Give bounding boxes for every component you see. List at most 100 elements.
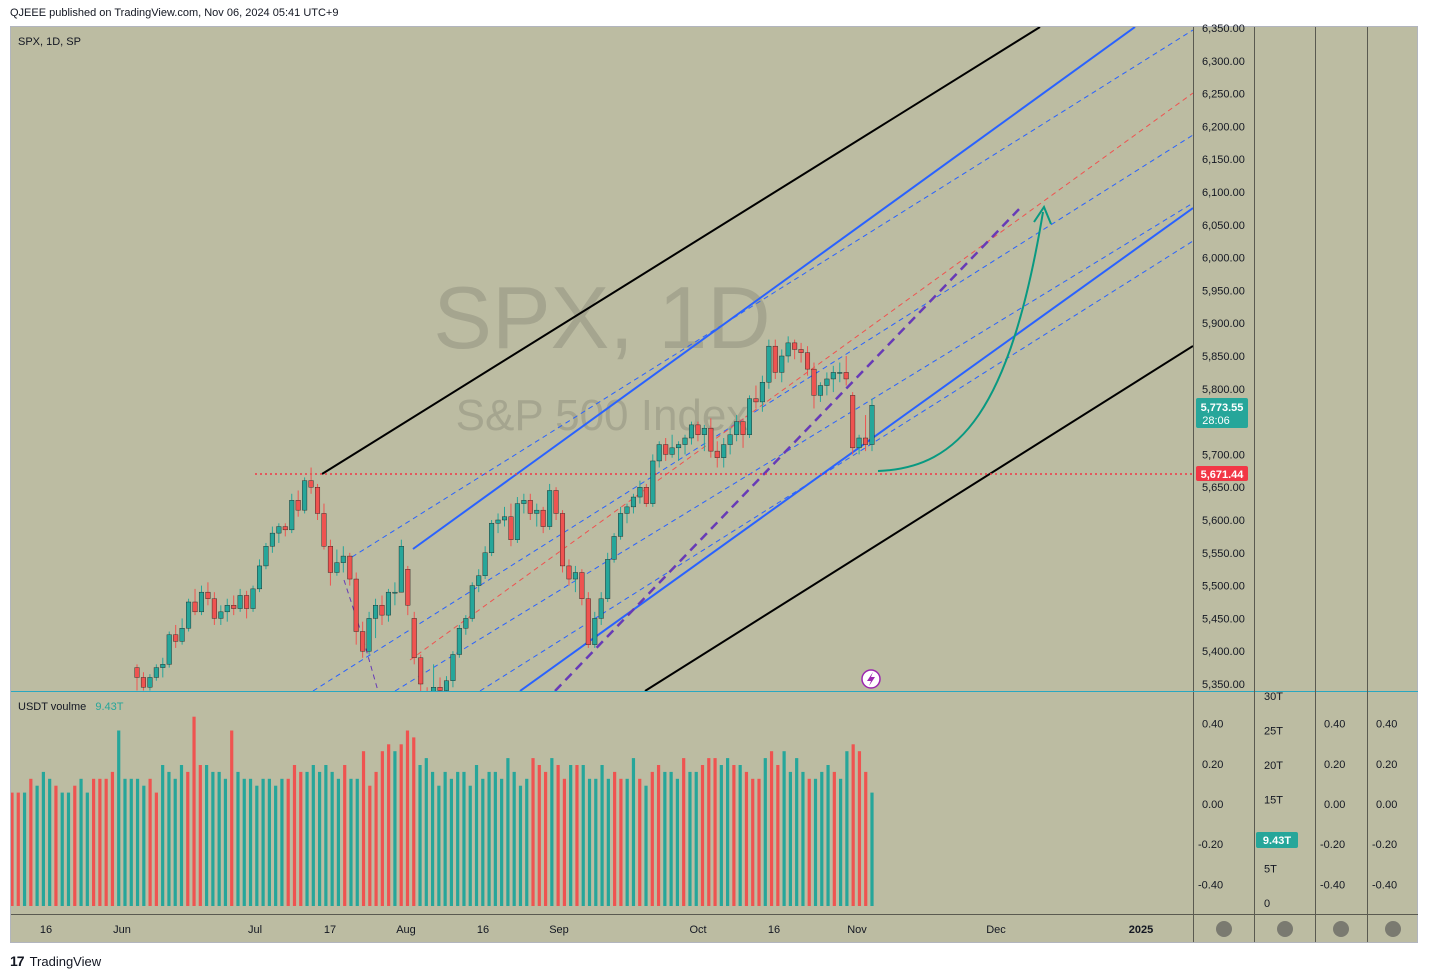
volume-bar [462,771,466,906]
volume-bar [60,792,64,906]
time-axis-bg[interactable] [11,915,1193,942]
volume-bars-group[interactable] [10,716,874,906]
channel-black-upper[interactable] [321,27,1041,475]
channel-blue-upper[interactable] [412,27,1136,550]
axis-settings-dot-3[interactable] [1333,921,1349,937]
volume-bar [782,751,786,906]
volume-bar [625,778,629,906]
candle-body [366,618,372,652]
candle-body [405,569,411,606]
candle-body [160,664,166,668]
candle-body [327,546,333,573]
time-tick-label: Jun [113,924,131,936]
candle-body [495,519,501,524]
volume-bar [638,778,642,906]
volume-bar [430,771,435,906]
volume-bar [192,716,196,906]
volume-bar [443,771,447,906]
candle-body [585,598,591,645]
channel-blue-dashed-2[interactable] [312,134,1193,691]
oscillator-tick-label: 0.20 [1324,759,1345,771]
volume-bar [161,765,165,906]
candle-body [469,585,475,619]
volume-bar [336,778,341,906]
candle-body [598,598,604,619]
volume-bar [769,751,774,906]
candles-group[interactable] [134,336,875,723]
volume-bar [35,785,39,906]
price-axis-ticks[interactable]: 5,350.00 5,400.00 5,450.00 5,500.00 5,550.00… [1202,23,1245,691]
price-tick-label: 6,000.00 [1202,253,1245,265]
volume-bar [481,778,485,906]
price-tick-label: 6,300.00 [1202,56,1245,68]
volume-bar [820,771,824,906]
volume-bar [656,765,661,906]
price-tick-label: 5,800.00 [1202,384,1245,396]
channel-blue-dashed-3[interactable] [479,240,1193,691]
volume-bar [399,744,403,906]
volume-bar [870,792,874,906]
symbol-label[interactable]: SPX, 1D, SP [18,36,81,48]
volume-bar [587,778,592,906]
channel-blue-dashed-4[interactable] [394,202,1193,691]
candle-body [663,444,669,455]
median-red-dashed[interactable] [409,92,1193,661]
trend-purple-dashed[interactable] [554,205,1023,691]
candle-body [502,516,508,521]
axis-settings-dot-2[interactable] [1277,921,1293,937]
candle-body [224,605,230,613]
oscillator-axis-ticks[interactable]: -0.40 -0.20 0.00 0.20 0.40 -0.40 -0.20 0.00 0.20… [1198,719,1397,892]
oscillator-tick-label: -0.40 [1320,879,1345,891]
candle-body [134,667,140,678]
footer: 17 TradingView [10,953,101,969]
candle-body [676,444,682,449]
candle-body [166,634,172,665]
volume-bar [299,771,303,906]
volume-bar [22,792,27,906]
channel-black-lower[interactable] [644,345,1193,691]
volume-bar [54,785,58,906]
volume-bar [261,778,265,906]
candle-body [385,591,391,616]
price-axis-bg[interactable] [1194,27,1417,942]
volume-bar [41,771,45,906]
axis-settings-dot-4[interactable] [1385,921,1401,937]
time-axis-ticks[interactable]: 16 Jun Jul 17 Aug 16 Sep Oct 16 Nov Dec 2025 [40,924,1153,936]
volume-bar [98,778,102,906]
volume-bar [575,765,579,906]
volume-indicator-label[interactable]: USDT voulme 9.43T [18,701,124,713]
drawings[interactable] [134,27,1193,723]
volume-bar [644,785,648,906]
candle-body [688,424,694,439]
candle-body [250,588,256,609]
volume-indicator-value: 9.43T [95,701,123,713]
axis-settings-dot-1[interactable] [1216,921,1232,937]
volume-bar [330,771,334,906]
volume-bar [682,758,686,906]
volume-bar [562,778,567,906]
candle-body [643,487,649,504]
volume-bar [305,771,309,906]
candle-body [373,605,379,619]
candle-body [353,578,359,632]
volume-bar [757,778,761,906]
channel-blue-dashed-1[interactable] [351,29,1193,558]
volume-bar [732,765,736,906]
volume-bar [713,758,717,906]
candle-body [656,444,662,462]
candle-body [540,509,546,527]
oscillator-tick-label: -0.20 [1320,839,1345,851]
projection-arrow[interactable] [877,211,1044,472]
volume-bar [839,778,843,906]
volume-bar [512,771,516,906]
price-pane-bg[interactable] [11,27,1193,691]
oscillator-tick-label: 0.40 [1376,719,1397,731]
volume-bar [763,758,767,906]
volume-bar [550,758,554,906]
volume-axis-ticks[interactable]: 0 5T 15T 20T 25T 30T [1264,691,1283,910]
candle-body [418,657,424,685]
volume-bar [324,765,328,906]
flash-icon[interactable] [861,669,881,689]
volume-bar [744,771,749,906]
